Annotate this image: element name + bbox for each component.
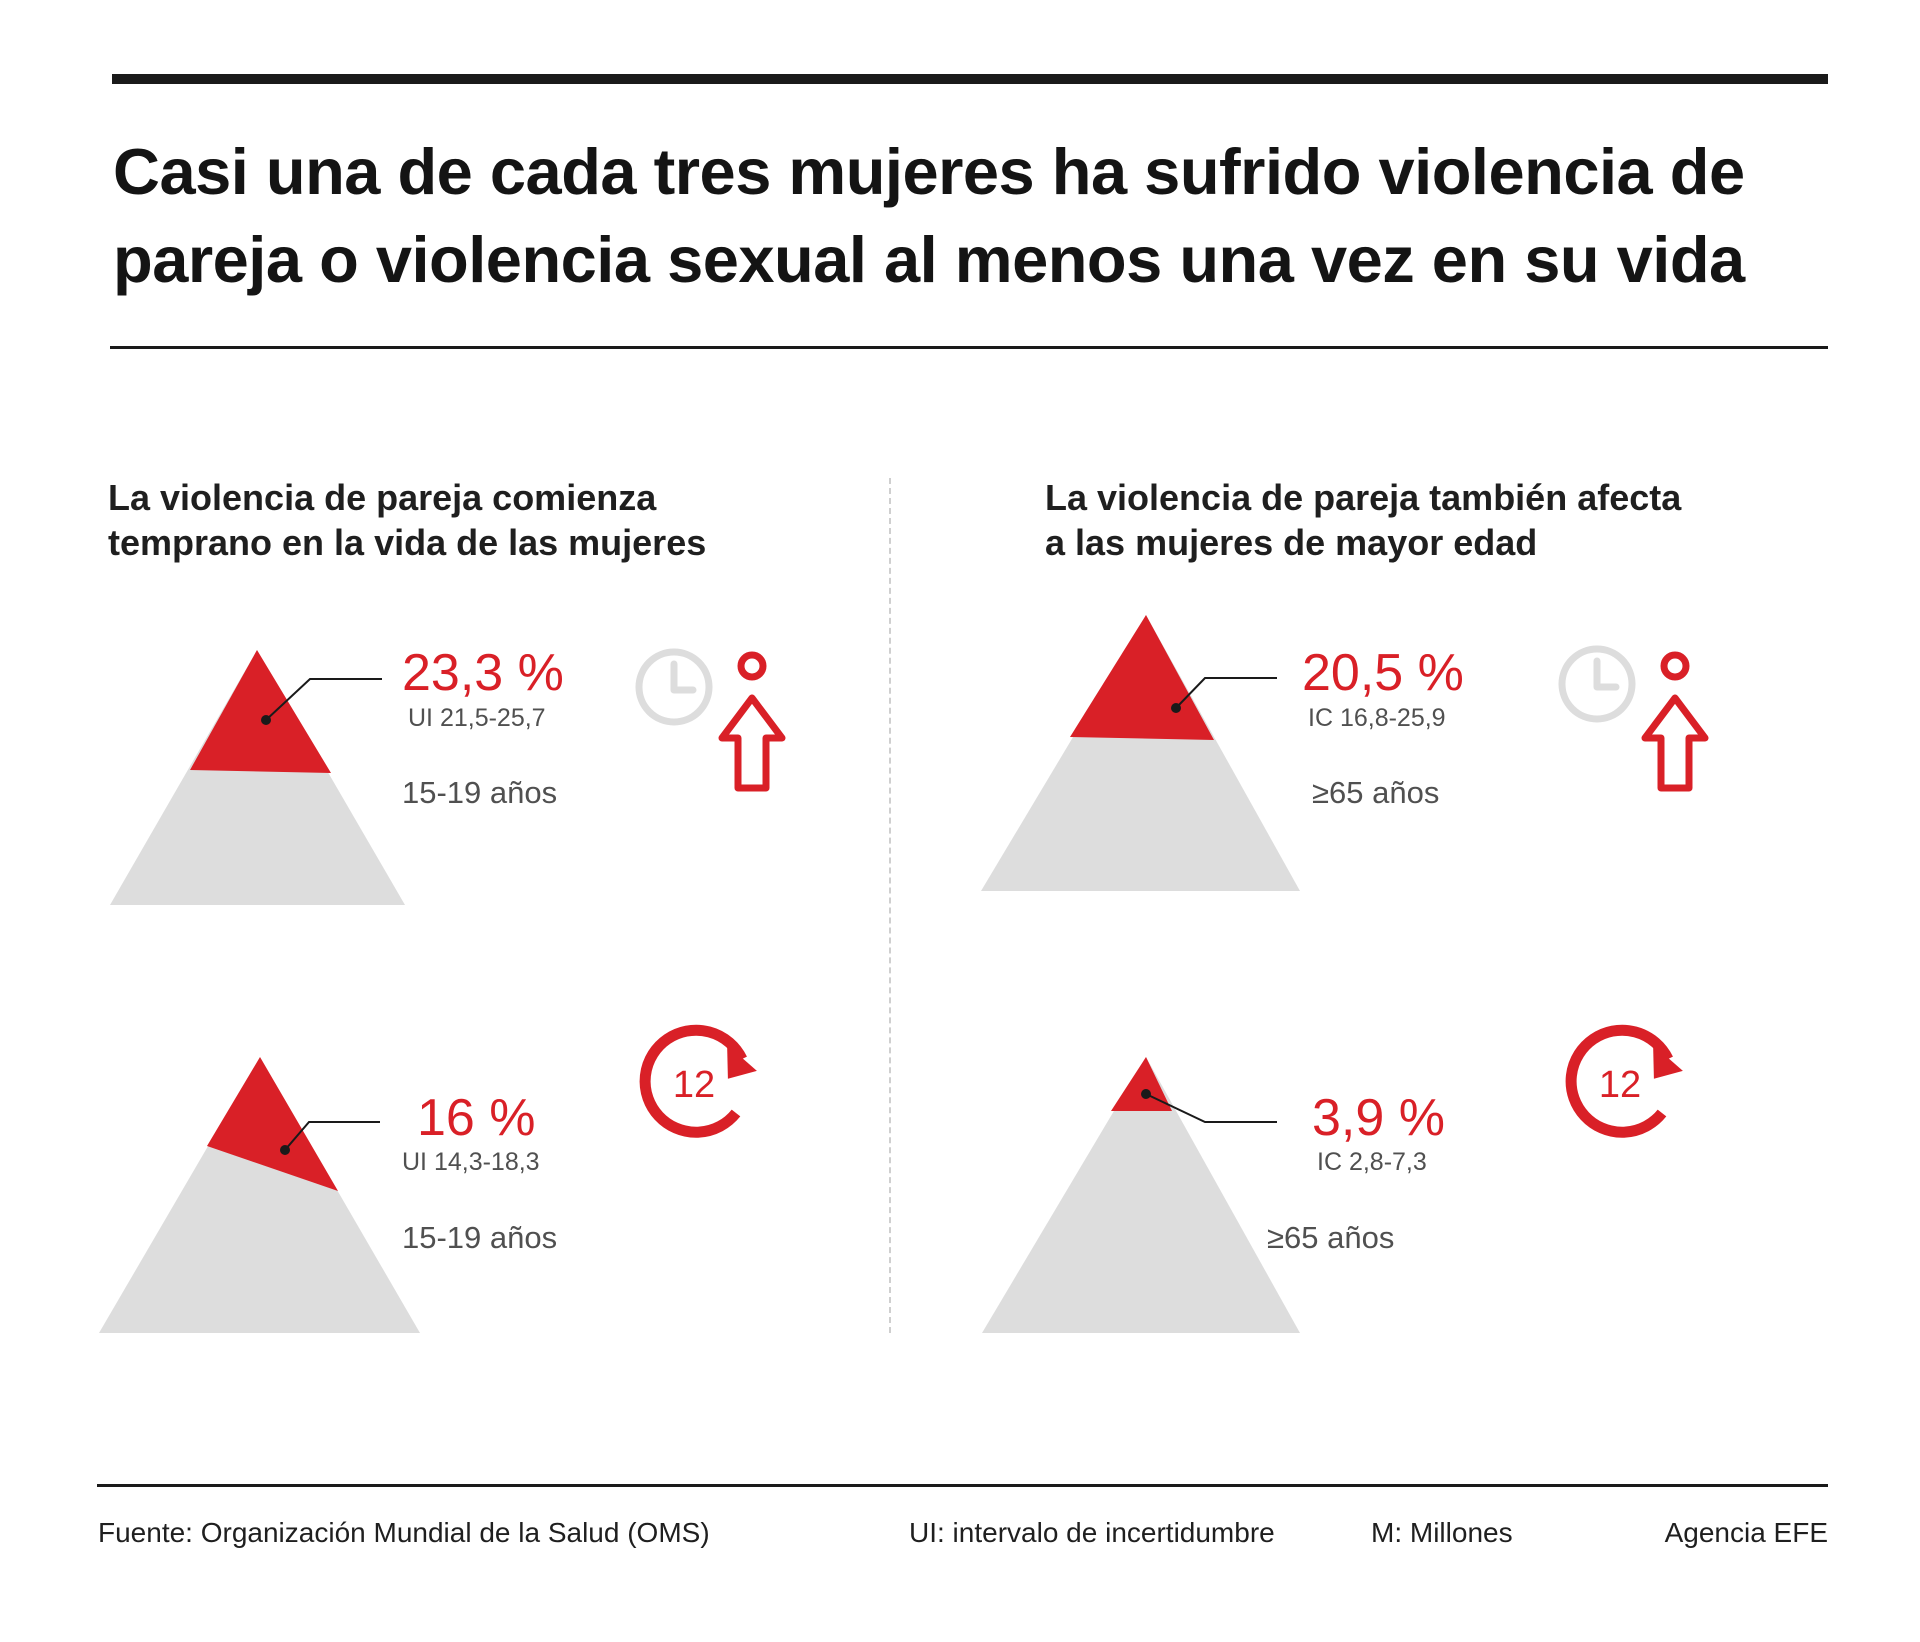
interval-label-2: IC 16,8-25,9 <box>1308 704 1446 732</box>
left-section-heading: La violencia de pareja comienza temprano… <box>108 475 706 565</box>
title-line-1: Casi una de cada tres mujeres ha sufrido… <box>113 135 1745 208</box>
source-note: Fuente: Organización Mundial de la Salud… <box>98 1517 710 1548</box>
left-heading-line-1: La violencia de pareja comienza <box>108 477 657 518</box>
leader-dot-1 <box>261 715 271 725</box>
right-heading-line-2: a las mujeres de mayor edad <box>1045 522 1538 563</box>
page-title: Casi una de cada tres mujeres ha sufrido… <box>113 128 1833 304</box>
interval-label-3: UI 14,3-18,3 <box>402 1148 540 1176</box>
age-label-1: 15-19 años <box>402 775 557 810</box>
pyramid-highlight-3 <box>207 1057 338 1191</box>
agency-credit: Agencia EFE <box>1664 1517 1828 1548</box>
pyramid-highlight-2 <box>1070 615 1214 740</box>
age-label-3: 15-19 años <box>402 1220 557 1255</box>
millions-note: M: Millones <box>1371 1517 1513 1548</box>
pyramid-highlight-1 <box>190 650 331 773</box>
value-label-3: 16 % <box>417 1089 536 1147</box>
leader-dot-4 <box>1141 1089 1151 1099</box>
interval-label-1: UI 21,5-25,7 <box>408 704 546 732</box>
twelve-months-cycle-icon: 12 <box>639 1024 757 1138</box>
cycle-number-4: 12 <box>1599 1064 1641 1106</box>
cycle-number-3: 12 <box>673 1064 715 1106</box>
pyramid-base-1 <box>110 650 405 905</box>
pyramid-panel-4: 3,9 % IC 2,8-7,3 ≥65 años 12 <box>982 1024 1683 1333</box>
twelve-months-cycle-icon: 12 <box>1565 1024 1683 1138</box>
leader-line-2 <box>1175 677 1277 709</box>
top-rule <box>112 74 1828 84</box>
leader-line-4 <box>1145 1093 1277 1123</box>
age-label-2: ≥65 años <box>1312 775 1439 810</box>
pyramid-base-2 <box>981 615 1300 891</box>
right-section-heading: La violencia de pareja también afecta a … <box>1045 475 1681 565</box>
leader-line-1 <box>265 678 382 721</box>
right-heading-line-1: La violencia de pareja también afecta <box>1045 477 1682 518</box>
pyramid-panel-2: 20,5 % IC 16,8-25,9 ≥65 años <box>981 615 1709 891</box>
footer-rule <box>97 1484 1828 1487</box>
pyramid-panel-1: 23,3 % UI 21,5-25,7 15-19 años <box>110 644 786 905</box>
woman-arrow-icon <box>1641 651 1709 792</box>
value-label-1: 23,3 % <box>402 644 564 702</box>
leader-dot-3 <box>280 1145 290 1155</box>
section-divider <box>889 478 891 1333</box>
woman-arrow-icon <box>718 651 786 792</box>
value-label-4: 3,9 % <box>1312 1089 1445 1147</box>
left-heading-line-2: temprano en la vida de las mujeres <box>108 522 707 563</box>
clock-icon <box>1558 645 1636 723</box>
ui-note: UI: intervalo de incertidumbre <box>909 1517 1275 1548</box>
title-rule <box>110 346 1828 349</box>
age-label-4: ≥65 años <box>1267 1220 1394 1255</box>
pyramid-base-3 <box>99 1057 420 1333</box>
clock-icon <box>635 648 713 726</box>
title-line-2: pareja o violencia sexual al menos una v… <box>113 223 1745 296</box>
value-label-2: 20,5 % <box>1302 644 1464 702</box>
interval-label-4: IC 2,8-7,3 <box>1317 1148 1427 1176</box>
pyramid-base-4 <box>982 1057 1300 1333</box>
leader-dot-2 <box>1171 703 1181 713</box>
pyramid-highlight-4 <box>1111 1057 1172 1111</box>
leader-line-3 <box>284 1121 380 1151</box>
pyramid-panel-3: 16 % UI 14,3-18,3 15-19 años 12 <box>99 1024 757 1333</box>
